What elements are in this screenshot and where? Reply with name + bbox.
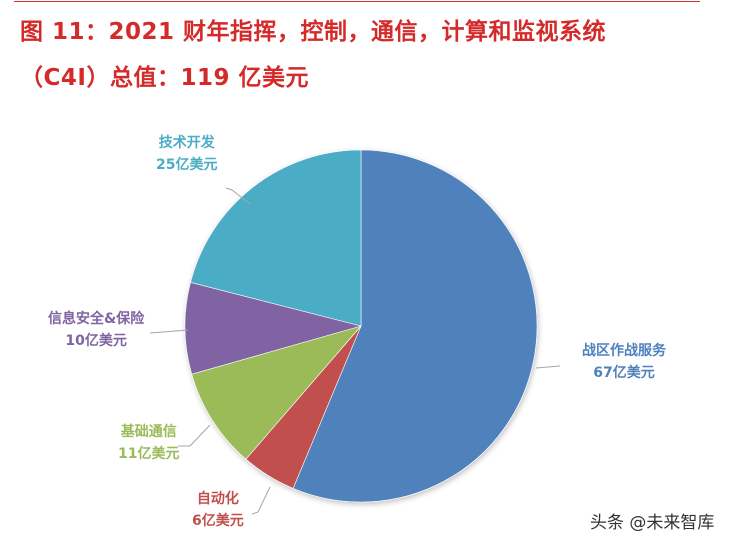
label-theater-value: 67亿美元 xyxy=(593,365,655,381)
label-tech: 技术开发 25亿美元 xyxy=(156,132,217,176)
label-comms: 基础通信 11亿美元 xyxy=(118,421,179,465)
leader-comms xyxy=(178,424,211,447)
watermark: 头条 @未来智库 xyxy=(590,513,715,533)
leader-infosec xyxy=(149,329,189,334)
leader-tech xyxy=(225,187,251,205)
label-tech-name: 技术开发 xyxy=(158,135,215,151)
label-tech-value: 25亿美元 xyxy=(156,157,218,173)
label-theater: 战区作战服务 67亿美元 xyxy=(582,340,666,384)
leader-theater xyxy=(535,365,561,369)
label-comms-value: 11亿美元 xyxy=(118,446,180,462)
label-automation-value: 6亿美元 xyxy=(192,513,244,529)
label-automation-name: 自动化 xyxy=(196,491,239,507)
leader-automation xyxy=(251,486,271,515)
label-comms-name: 基础通信 xyxy=(120,424,177,440)
pie-slice-4 xyxy=(190,149,362,327)
label-infosec-name: 信息安全&保险 xyxy=(48,311,145,327)
label-infosec: 信息安全&保险 10亿美元 xyxy=(48,308,144,352)
label-infosec-value: 10亿美元 xyxy=(65,333,127,349)
chart-title-line1: 图 11：2021 财年指挥，控制，通信，计算和监视系统 xyxy=(20,19,607,45)
label-theater-name: 战区作战服务 xyxy=(582,343,666,359)
label-automation: 自动化 6亿美元 xyxy=(192,488,244,532)
pie-slice-0 xyxy=(292,149,538,503)
chart-title-line2: （C4I）总值：119 亿美元 xyxy=(20,65,309,91)
pie-slice-2 xyxy=(191,325,362,460)
pie-slice-3 xyxy=(184,281,363,375)
top-rule xyxy=(14,1,700,2)
